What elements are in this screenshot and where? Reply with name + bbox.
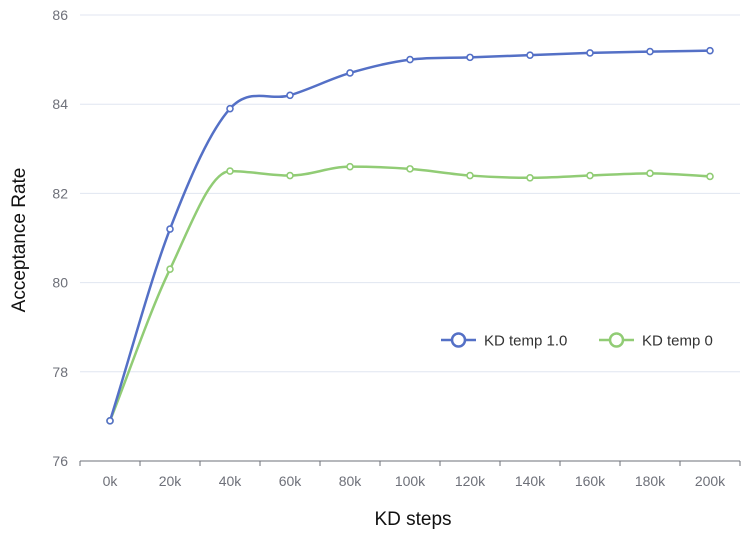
data-point[interactable]: [706, 46, 714, 55]
x-tick-label: 140k: [515, 473, 546, 489]
y-tick-label: 84: [52, 96, 68, 112]
legend-label: KD temp 0: [642, 333, 713, 350]
data-point[interactable]: [286, 171, 294, 180]
x-tick-label: 0k: [103, 473, 119, 489]
legend-marker: [450, 332, 467, 348]
x-tick-label: 20k: [159, 473, 183, 489]
x-tick-label: 160k: [575, 473, 606, 489]
data-point[interactable]: [466, 171, 474, 180]
x-tick-label: 120k: [455, 473, 486, 489]
series-line: [108, 165, 711, 422]
x-tick-label: 100k: [395, 473, 426, 489]
series-kd-temp-1-0: [106, 46, 714, 425]
y-tick-label: 78: [52, 364, 68, 380]
x-axis: 0k 20k 40k 60k 80k 100k 120k 140k 160k 180k 200k: [79, 460, 741, 489]
x-tick-label: 200k: [695, 473, 726, 489]
data-point[interactable]: [106, 417, 114, 425]
y-axis: 76 78 80 82 84 86: [52, 7, 68, 469]
data-point[interactable]: [586, 49, 594, 57]
data-point[interactable]: [166, 225, 174, 233]
data-point[interactable]: [286, 91, 294, 100]
data-point[interactable]: [466, 53, 474, 62]
y-axis-title: Acceptance Rate: [9, 168, 30, 313]
data-point[interactable]: [406, 165, 414, 173]
x-tick-label: 60k: [279, 473, 303, 489]
legend-item[interactable]: KD temp 1.0: [441, 332, 567, 350]
data-point[interactable]: [226, 104, 234, 113]
data-point[interactable]: [706, 172, 714, 181]
data-point[interactable]: [346, 162, 354, 171]
data-point[interactable]: [226, 167, 234, 175]
data-point[interactable]: [646, 47, 654, 56]
data-point[interactable]: [586, 171, 594, 180]
data-point[interactable]: [526, 173, 534, 182]
data-point[interactable]: [346, 69, 354, 77]
x-tick-label: 40k: [219, 473, 243, 489]
series-kd-temp-0: [106, 162, 714, 425]
data-point[interactable]: [646, 169, 654, 178]
legend-label: KD temp 1.0: [484, 333, 567, 350]
x-axis-title: KD steps: [374, 509, 451, 530]
legend-marker: [608, 332, 625, 348]
series-layer: [106, 46, 714, 425]
data-point[interactable]: [166, 265, 174, 274]
y-tick-label: 76: [52, 453, 68, 469]
x-tick-label: 180k: [635, 473, 666, 489]
legend-item[interactable]: KD temp 0: [599, 332, 713, 350]
y-tick-label: 86: [52, 7, 68, 23]
x-tick-label: 80k: [339, 473, 363, 489]
y-tick-label: 80: [52, 275, 68, 291]
data-point[interactable]: [406, 55, 414, 64]
grid-lines: [80, 14, 740, 373]
legend[interactable]: KD temp 1.0 KD temp 0: [441, 332, 713, 350]
y-tick-label: 82: [52, 185, 68, 201]
data-point[interactable]: [526, 51, 534, 59]
series-line: [108, 49, 711, 422]
